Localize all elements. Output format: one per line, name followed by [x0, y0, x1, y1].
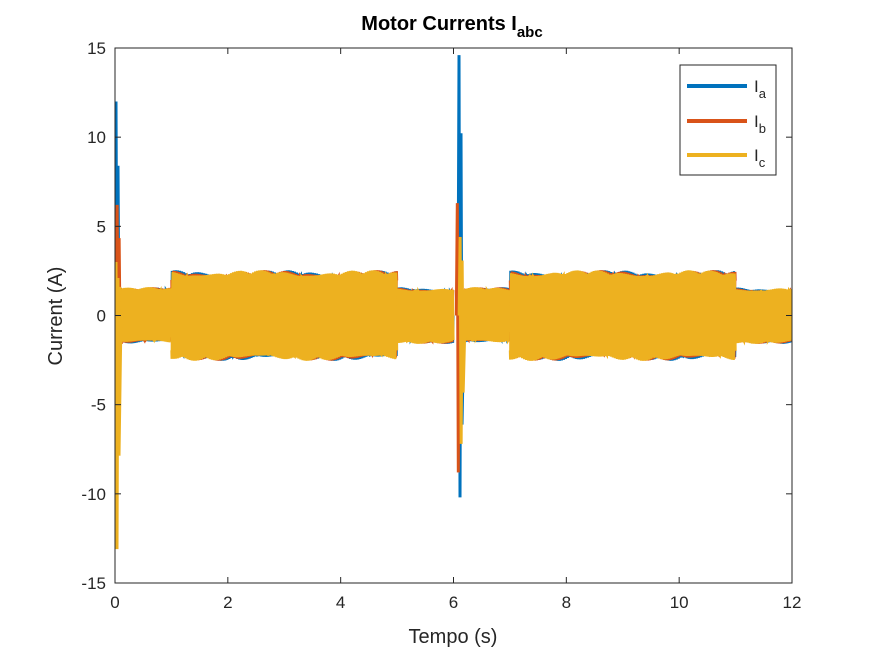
y-tick-label: 0 [97, 307, 106, 326]
x-tick-label: 8 [562, 593, 571, 612]
y-tick-label: 15 [87, 39, 106, 58]
series-ic-segment [508, 270, 737, 361]
chart-title-main: Motor Currents I [361, 13, 517, 35]
y-tick-label: -5 [91, 396, 106, 415]
series-ic-segment [170, 270, 399, 361]
series-ic-segment [395, 286, 455, 344]
series-ic-segment [120, 286, 173, 344]
x-tick-label: 6 [449, 593, 458, 612]
chart-title: Motor Currents Iabc [361, 13, 542, 41]
legend: Ia Ib Ic [679, 64, 777, 176]
y-tick-label: -15 [81, 574, 106, 593]
series-ic-transient [457, 237, 467, 444]
y-tick-label: 10 [87, 128, 106, 147]
series-ic-transient [115, 261, 123, 550]
legend-label-ic: Ic [754, 146, 766, 170]
legend-label-ib-main: I [754, 112, 759, 131]
x-tick-label: 10 [670, 593, 689, 612]
y-axis-label: Current (A) [45, 267, 67, 366]
y-tick-label: 5 [97, 217, 106, 236]
x-axis-label: Tempo (s) [409, 626, 498, 648]
series-ic-segment [460, 285, 511, 345]
x-tick-label: 0 [110, 593, 119, 612]
legend-label-ib-sub: b [759, 121, 766, 136]
x-tick-label: 2 [223, 593, 232, 612]
legend-label-ic-main: I [754, 146, 759, 165]
legend-label-ia-main: I [754, 77, 759, 96]
legend-label-ia-sub: a [759, 86, 767, 101]
tick-layer: 0 2 4 6 8 10 12 -15 -10 -5 0 5 10 15 [81, 39, 801, 612]
legend-label-ib: Ib [754, 112, 766, 136]
chart-title-subscript: abc [517, 24, 543, 41]
series-ic-segment [734, 286, 792, 346]
legend-label-ia: Ia [754, 77, 767, 101]
y-tick-label: -10 [81, 485, 106, 504]
x-tick-label: 4 [336, 593, 345, 612]
legend-label-ic-sub: c [759, 155, 766, 170]
x-tick-label: 12 [783, 593, 802, 612]
